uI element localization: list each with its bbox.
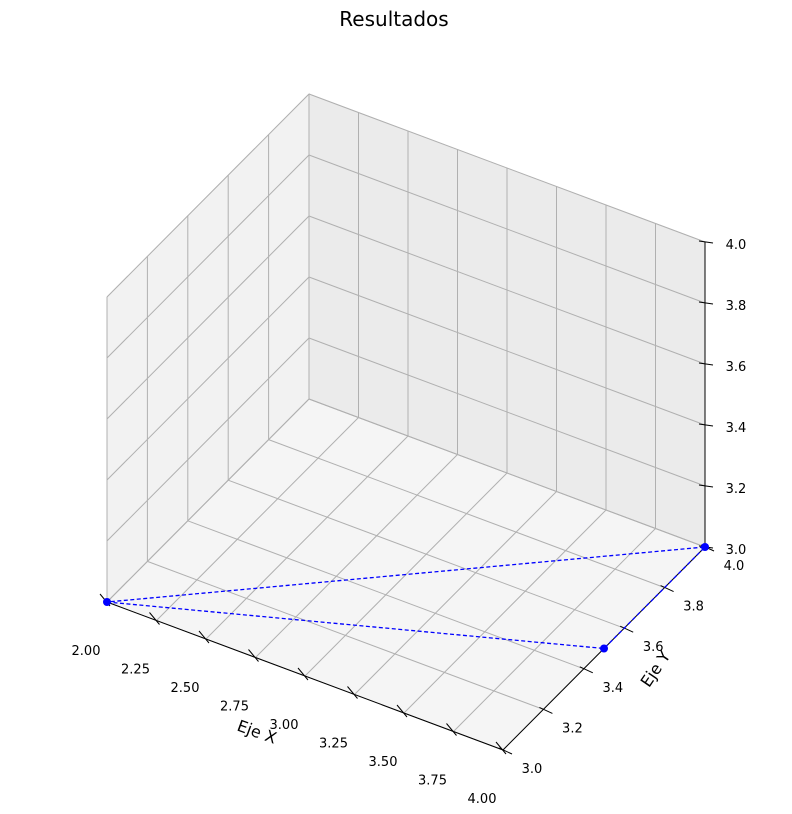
y-gridline-floor — [228, 479, 625, 629]
y-tick-label: 3.0 — [522, 762, 543, 777]
z-tick — [698, 240, 714, 244]
z-tick-label: 3.6 — [726, 360, 747, 375]
x-tick — [198, 630, 210, 644]
data-point — [600, 644, 608, 653]
z-gridline-left — [106, 398, 310, 603]
z-gridline-left — [106, 93, 310, 298]
z-tick-label: 3.0 — [726, 543, 747, 558]
data-point — [701, 543, 709, 551]
x-gridline-floor — [205, 435, 409, 640]
z-tick-label: 3.8 — [726, 299, 747, 314]
z-tick — [698, 362, 714, 366]
series-line — [106, 546, 707, 650]
z-tick-label: 4.0 — [726, 238, 747, 253]
x-tick-label: 4.00 — [468, 792, 497, 807]
x-tick — [347, 686, 358, 699]
z-gridline-back — [308, 276, 706, 426]
z-tick-label: 3.2 — [726, 482, 747, 497]
y-tick — [579, 666, 594, 674]
z-gridline-back — [308, 398, 706, 548]
y-tick-label: 3.2 — [562, 721, 583, 736]
x-tick — [446, 723, 457, 736]
x-tick — [495, 741, 507, 755]
x-tick-label: 2.50 — [171, 681, 200, 696]
y-tick-label: 3.4 — [602, 681, 623, 696]
z-tick-label: 3.4 — [726, 421, 747, 436]
x-tick — [248, 649, 259, 662]
chart-panes — [106, 92, 706, 751]
z-tick — [698, 484, 714, 488]
y-tick — [498, 747, 513, 755]
x-gridline-floor — [156, 417, 359, 621]
z-gridline-left — [106, 154, 310, 359]
y-tick — [619, 625, 634, 633]
y-gridline-floor — [187, 520, 584, 670]
x-tick — [297, 667, 309, 681]
chart-ticks: 2.00 2.25 2.50 2.75 3.00 3.25 3.50 3.75 4.00 3.0 3… — [72, 238, 747, 807]
x-tick — [396, 704, 408, 718]
y-gridline-floor — [268, 439, 665, 589]
x-tick-label: 3.75 — [418, 774, 447, 789]
z-tick — [698, 423, 714, 427]
x-tick-label: 3.00 — [270, 718, 299, 733]
y-tick-label: 3.6 — [643, 640, 664, 655]
z-gridline-back — [308, 215, 706, 365]
x-tick — [149, 612, 160, 625]
x-tick-label: 2.75 — [220, 700, 249, 715]
z-tick — [698, 301, 714, 305]
x-gridline-floor — [354, 491, 557, 695]
y-gridline-floor — [147, 560, 544, 710]
z-gridline-back — [308, 93, 706, 243]
data-point — [103, 598, 111, 606]
x-tick-label: 3.25 — [319, 737, 348, 752]
z-gridline-back — [308, 154, 706, 304]
x-gridline-floor — [255, 454, 458, 658]
x-gridline-floor — [403, 509, 607, 714]
x-tick-label: 2.25 — [121, 663, 150, 678]
z-gridline-back — [308, 337, 706, 487]
y-tick — [660, 585, 674, 593]
y-tick-label: 4.0 — [724, 559, 745, 574]
y-tick-label: 3.8 — [683, 600, 704, 615]
x-tick-label: 3.50 — [369, 755, 398, 770]
chart-data-layer — [103, 543, 709, 653]
y-tick — [539, 706, 553, 714]
z-gridline-left — [106, 276, 310, 481]
z-gridline-left — [106, 215, 310, 420]
z-gridline-left — [106, 337, 310, 542]
x-tick-label: 2.00 — [72, 644, 101, 659]
x-gridline-floor — [453, 528, 656, 732]
chart-title: Resultados — [339, 7, 448, 31]
